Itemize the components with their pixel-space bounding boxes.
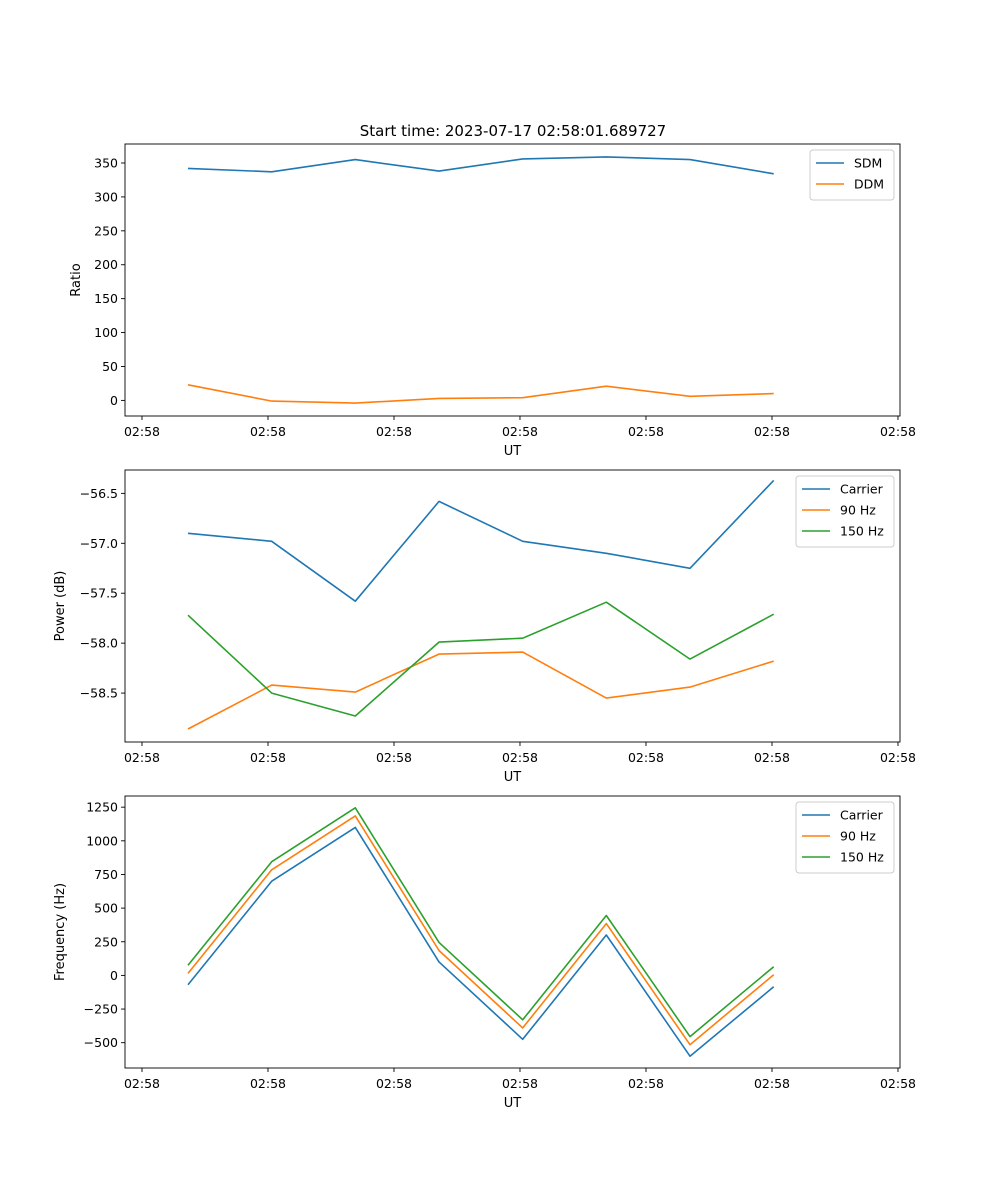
legend-label: SDM [854,156,882,171]
y-tick-label: −250 [84,1002,118,1017]
y-axis-label: Ratio [69,263,84,296]
x-tick-label: 02:58 [250,750,286,765]
y-tick-label: −57.5 [80,586,118,601]
y-tick-label: 1250 [86,800,118,815]
axes-frame [124,469,901,743]
legend: Carrier 90 Hz 150 Hz [795,801,895,874]
series-line-150-hz [187,806,775,1038]
x-tick-label: 02:58 [754,424,790,439]
y-tick-label: −56.5 [80,486,118,501]
series-line-90-hz [187,815,775,1046]
legend-label: 90 Hz [840,829,876,844]
y-tick-label: −57.0 [80,536,118,551]
figure-title: Start time: 2023-07-17 02:58:01.689727 [360,122,666,140]
legend-label: 90 Hz [840,503,876,518]
x-tick-label: 02:58 [628,750,664,765]
x-tick-label: 02:58 [880,1076,916,1091]
y-axis-label: Frequency (Hz) [53,883,68,981]
x-tick-label: 02:58 [502,1076,538,1091]
x-tick-label: 02:58 [754,750,790,765]
x-tick-label: 02:58 [250,1076,286,1091]
x-tick-label: 02:58 [754,1076,790,1091]
x-tick-label: 02:58 [628,1076,664,1091]
x-tick-label: 02:58 [376,424,412,439]
y-tick-label: 250 [94,934,118,949]
legend-label: Carrier [840,808,884,823]
axes-frame [124,143,901,417]
y-tick-label: −58.0 [80,636,118,651]
legend-box [795,801,895,874]
y-tick-label: 200 [94,257,118,272]
y-tick-label: 50 [102,359,118,374]
y-axis-label: Power (dB) [53,571,68,642]
legend-label: DDM [854,177,884,192]
series-line-90-hz [187,651,774,730]
y-tick-label: 100 [94,325,118,340]
series-line-carrier [187,826,775,1057]
legend-label: 150 Hz [840,524,884,539]
y-tick-label: 750 [94,867,118,882]
legend-label: 150 Hz [840,850,884,865]
series-line-carrier [187,479,775,603]
x-tick-label: 02:58 [880,750,916,765]
x-tick-label: 02:58 [376,1076,412,1091]
axes-frame [124,795,901,1069]
y-tick-label: −500 [84,1035,118,1050]
x-axis-label: UT [504,444,522,459]
y-tick-label: 500 [94,901,118,916]
y-tick-label: 300 [94,189,118,204]
y-tick-label: 250 [94,223,118,238]
panel-3: −500 −250 0 250 500 750 1000 1250 02:58 02:58 02:5… [53,795,916,1111]
y-tick-label: 350 [94,155,118,170]
legend: Carrier 90 Hz 150 Hz [795,475,895,548]
y-tick-label: −58.5 [80,686,118,701]
series-line-ddm [187,384,774,404]
y-tick-label: 1000 [86,833,118,848]
series-line-sdm [187,156,774,175]
x-axis-label: UT [504,770,522,785]
y-tick-label: 150 [94,291,118,306]
legend: SDM DDM [809,149,895,201]
legend-box [795,475,895,548]
x-tick-label: 02:58 [880,424,916,439]
x-tick-label: 02:58 [124,750,160,765]
x-tick-label: 02:58 [124,1076,160,1091]
x-tick-label: 02:58 [376,750,412,765]
x-tick-label: 02:58 [124,424,160,439]
panel-1: 0 50 100 150 200 250 300 350 02:58 02:58 02:58 02:5… [69,143,916,459]
x-axis-label: UT [504,1096,522,1111]
x-tick-label: 02:58 [628,424,664,439]
x-tick-label: 02:58 [502,424,538,439]
panel-2: −58.5 −58.0 −57.5 −57.0 −56.5 02:58 02:58 02:58… [53,469,916,785]
x-tick-label: 02:58 [502,750,538,765]
legend-label: Carrier [840,482,884,497]
y-tick-label: 0 [110,393,118,408]
panels: 0 50 100 150 200 250 300 350 02:58 02:58 02:58 02:5… [53,143,916,1111]
series-line-150-hz [187,601,775,717]
x-tick-label: 02:58 [250,424,286,439]
y-tick-label: 0 [110,968,118,983]
